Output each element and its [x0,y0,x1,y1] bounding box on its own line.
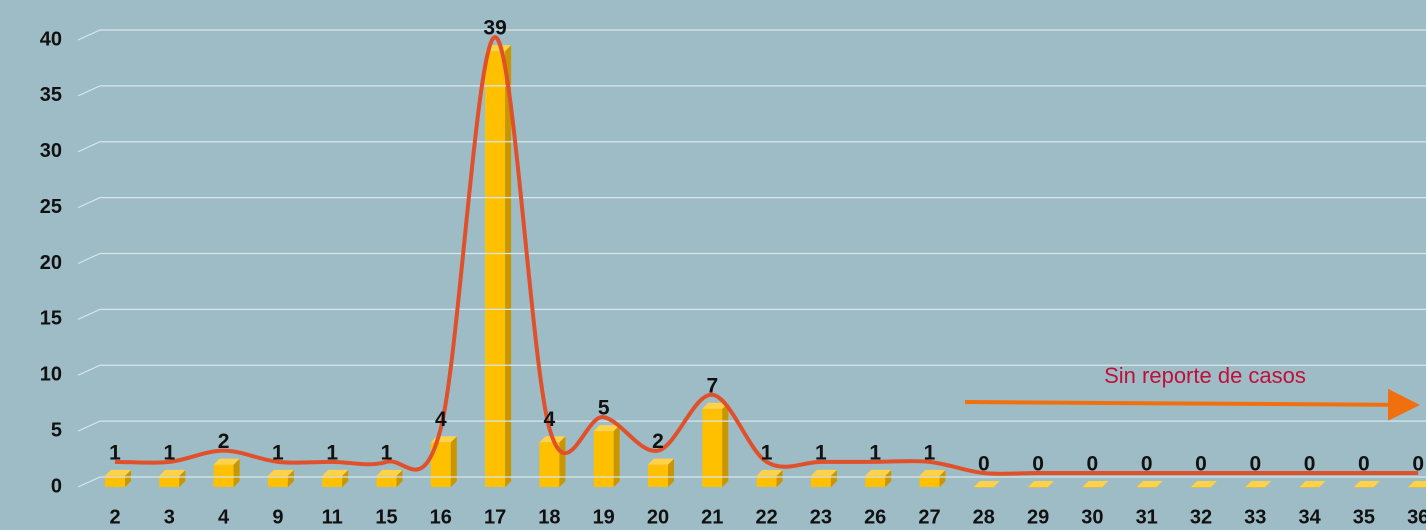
value-label: 1 [109,441,121,464]
x-tick-label: 30 [1081,506,1103,528]
value-label: 0 [1249,453,1261,476]
x-tick-label: 31 [1136,506,1158,528]
y-tick-label: 15 [40,308,62,330]
bar [213,458,240,487]
x-tick-label: 34 [1298,506,1321,528]
bar [1028,481,1055,488]
value-label: 0 [1141,453,1153,476]
value-label: 1 [815,441,827,464]
value-label: 1 [381,441,393,464]
bar [593,425,620,487]
x-tick-label: 16 [430,506,452,528]
value-label: 0 [1032,453,1044,476]
value-label: 2 [218,430,230,453]
y-tick-label: 20 [40,252,62,274]
annotation: Sin reporte de casos [1104,363,1306,388]
x-tick-label: 29 [1027,506,1049,528]
bar [485,45,512,488]
x-tick-label: 26 [864,506,886,528]
grid-line [77,252,1426,265]
value-label: 0 [1304,453,1316,476]
value-label: 1 [326,441,338,464]
x-tick-label: 22 [755,506,777,528]
grid-line [77,29,1426,41]
x-tick-label: 28 [973,506,995,528]
x-tick-label: 33 [1244,506,1266,528]
y-tick-label: 0 [51,475,62,497]
bar [1082,481,1109,488]
y-tick-label: 5 [51,419,62,441]
bar [973,481,1000,488]
y-tick-label: 25 [40,196,62,218]
x-tick-label: 27 [918,506,940,528]
trend-line [114,35,1419,476]
bar [1245,481,1272,488]
bar [322,469,349,487]
value-label: 5 [598,397,610,420]
bar [810,469,837,487]
x-tick-label: 20 [647,506,669,528]
grid-line [77,197,1426,209]
value-label: 1 [924,441,936,464]
grid-line [77,85,1426,97]
x-tick-label: 18 [538,506,560,528]
y-tick-label: 35 [40,84,62,106]
x-tick-label: 2 [109,506,120,528]
x-tick-label: 17 [484,506,506,528]
x-tick-label: 32 [1190,506,1212,528]
x-tick-label: 35 [1353,506,1375,528]
bar [919,469,946,487]
bar [539,436,566,487]
y-tick-label: 40 [40,28,62,50]
value-label: 0 [1087,453,1099,476]
bar [865,469,892,487]
grid-line [77,141,1426,153]
value-label: 1 [761,441,773,464]
grid-line [77,308,1426,320]
bar [648,458,674,487]
value-label: 7 [706,374,718,397]
bar [1191,481,1217,488]
x-tick-label: 23 [810,506,832,528]
bar [1408,481,1426,488]
x-tick-label: 21 [701,506,723,528]
x-tick-label: 36 [1407,506,1426,528]
grid-line [77,476,1426,488]
bar [159,469,186,487]
value-label: 1 [272,441,284,464]
x-tick-label: 19 [593,506,615,528]
value-label: 4 [544,408,556,431]
value-label: 0 [1412,453,1424,476]
bar [1136,481,1163,488]
x-tick-label: 15 [375,506,397,528]
value-label: 0 [1195,453,1207,476]
value-label: 2 [652,430,664,453]
bar [430,436,457,487]
bar [1299,481,1326,488]
bar [267,469,294,487]
bar [1353,481,1380,488]
grid-line [77,364,1426,376]
x-tick-label: 4 [218,506,230,528]
x-tick-label: 11 [322,506,343,528]
value-label: 0 [1358,453,1370,476]
bar [105,469,131,487]
value-label: 1 [869,441,881,464]
x-tick-label: 9 [272,506,283,528]
value-label: 39 [483,17,506,40]
bar [376,469,403,487]
value-label: 0 [978,453,990,476]
bar [756,469,783,487]
value-label: 4 [435,408,447,431]
annotation-arrow [964,388,1420,421]
value-label: 1 [163,441,175,464]
y-tick-label: 10 [40,364,62,386]
x-tick-label: 3 [164,506,175,528]
bar [702,402,729,487]
y-tick-label: 30 [40,140,62,162]
grid-line [77,420,1426,432]
